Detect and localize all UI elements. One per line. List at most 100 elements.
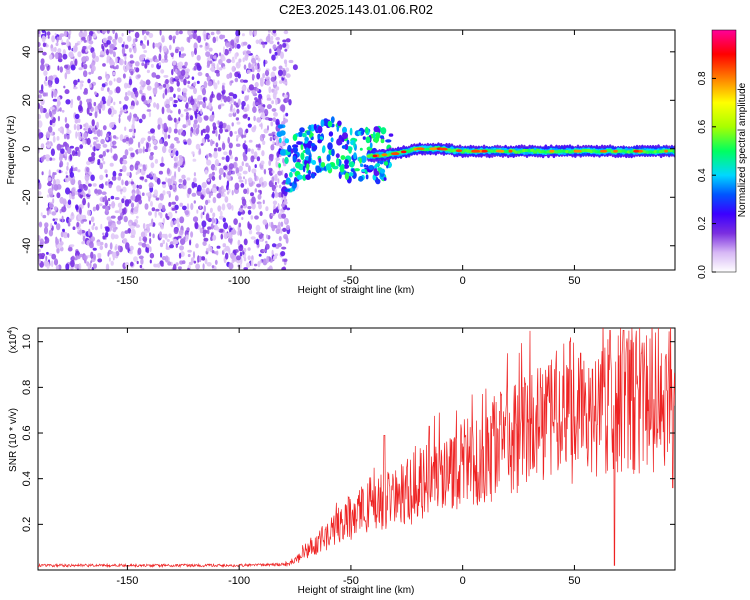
spectrogram-noise-cell: [93, 254, 96, 260]
spectrogram-noise-cell: [151, 218, 154, 225]
spectrogram-noise-cell: [128, 78, 133, 86]
spectrogram-noise-cell: [209, 207, 213, 213]
spectrogram-noise-cell: [257, 104, 262, 109]
snr-x-ticks: -150 -100 -50 0 50: [116, 328, 581, 587]
spectrogram-noise-cell: [109, 64, 115, 69]
spectrogram-noise-cell: [234, 131, 238, 135]
spectrogram-noise-cell: [56, 223, 61, 231]
spectrogram-noise-cell: [260, 41, 265, 45]
spectrogram-noise-cell: [101, 103, 106, 111]
spectrogram-noise-cell: [89, 64, 92, 69]
spectrogram-noise-cell: [223, 172, 226, 178]
spectrogram-noise-cell: [77, 51, 82, 58]
spectrogram-noise-cell: [258, 253, 262, 257]
spectrogram-noise-cell: [60, 231, 64, 238]
spectrogram-noise-cell: [282, 69, 287, 76]
spectrogram-noise-cell: [146, 62, 150, 66]
spectrogram-noise-cell: [138, 184, 143, 190]
spectrogram-noise-cell: [187, 30, 192, 36]
spectrogram-noise-cell: [102, 45, 105, 52]
spectrogram-noise-cell: [218, 58, 223, 65]
spectrogram-noise-cell: [122, 104, 128, 111]
spectrogram-noise-cell: [134, 90, 139, 98]
spectrogram-noise-cell: [275, 86, 280, 91]
spectrogram-noise-cell: [81, 56, 87, 62]
spectrogram-noise-cell: [158, 53, 162, 61]
spectrogram-noise-cell: [108, 183, 112, 189]
spectrogram-noise-cell: [197, 35, 202, 43]
spectrogram-noise-cell: [272, 140, 275, 144]
snr-panel: -150 -100 -50 0 50 0.2 0.4 0.6 0.8 1.0 Height of…: [7, 327, 676, 596]
spectrogram-noise-cell: [118, 116, 121, 124]
spectrogram-noise-cell: [191, 51, 195, 58]
spectrogram-noise-cell: [141, 62, 145, 67]
spectrogram-noise-cell: [144, 148, 149, 153]
spectrogram-noise-cell: [74, 44, 78, 53]
spectrogram-noise-cell: [201, 256, 206, 261]
spectrogram-noise-cell: [90, 260, 93, 264]
spectrogram-noise-cell: [88, 40, 94, 45]
spectrogram-noise-cell: [90, 61, 95, 67]
spectrogram-noise-cell: [61, 109, 65, 113]
spectrogram-noise-cell: [261, 182, 264, 186]
spectrogram-signal-cell: [346, 139, 350, 145]
spectrogram-noise-cell: [257, 147, 261, 151]
spectrogram-noise-cell: [132, 38, 136, 45]
spectrogram-noise-cell: [136, 260, 139, 265]
spectrogram-noise-cell: [76, 125, 80, 131]
spectrogram-noise-cell: [168, 201, 172, 207]
spectrogram-noise-cell: [99, 245, 104, 251]
spectrogram-noise-cell: [148, 111, 152, 118]
spectrogram-noise-cell: [210, 223, 214, 230]
spectrogram-noise-cell: [49, 110, 52, 118]
colorbar-tick-label: 0.0: [697, 265, 708, 279]
spectrogram-noise-cell: [250, 215, 254, 220]
spectrogram-noise-cell: [197, 94, 203, 101]
spectrogram-signal-cell: [307, 143, 312, 149]
spectrogram-noise-cell: [56, 192, 61, 199]
spectrogram-noise-cell: [242, 57, 245, 63]
spectrogram-noise-cell: [77, 188, 82, 193]
spectrogram-noise-cell: [249, 30, 253, 36]
spectrogram-noise-cell: [140, 267, 145, 270]
spectrogram-noise-cell: [134, 31, 140, 39]
spectrogram-noise-cell: [142, 223, 146, 230]
spectrogram-noise-cell: [262, 112, 266, 121]
spectrogram-noise-cell: [62, 198, 67, 206]
spectrogram-noise-cell: [95, 204, 100, 211]
spectrogram-noise-cell: [97, 76, 103, 80]
spectrogram-noise-cell: [110, 113, 114, 117]
spectrogram-noise-cell: [195, 263, 201, 270]
spectrogram-noise-cell: [94, 226, 98, 231]
spectrogram-noise-cell: [155, 197, 160, 201]
spectrogram-noise-cell: [211, 250, 215, 254]
spectrogram-noise-cell: [128, 147, 134, 152]
spectrogram-noise-cell: [187, 84, 190, 88]
spectrogram-noise-cell: [202, 128, 206, 133]
spectrogram-noise-cell: [205, 42, 208, 46]
spectrogram-noise-cell: [119, 169, 123, 172]
spectrogram-noise-cell: [126, 35, 132, 42]
spectrogram-noise-cell: [57, 100, 61, 107]
spectrogram-noise-cell: [238, 179, 244, 183]
spectrogram-noise-cell: [193, 33, 196, 40]
spectrogram-noise-cell: [280, 251, 286, 257]
spectrogram-noise-cell: [195, 243, 199, 249]
spectrogram-noise-cell: [124, 69, 128, 73]
spectrogram-signal-cell: [368, 165, 374, 170]
spectrogram-noise-cell: [105, 205, 109, 213]
spectrogram-noise-cell: [98, 184, 104, 189]
spectrogram-noise-cell: [235, 117, 240, 121]
spectrogram-noise-cell: [46, 131, 50, 139]
spectrogram-noise-cell: [226, 232, 232, 237]
spectrogram-noise-cell: [272, 191, 275, 199]
spectrogram-noise-cell: [198, 101, 203, 105]
spectrogram-noise-cell: [228, 142, 233, 149]
spectrogram-noise-cell: [66, 134, 70, 140]
spectrogram-signal-cell: [380, 138, 385, 144]
spectrogram-noise-cell: [173, 162, 178, 167]
spectrogram-x-label: Height of straight line (km): [298, 285, 415, 296]
spectrogram-noise-cell: [271, 54, 276, 61]
spectrogram-noise-cell: [274, 51, 278, 56]
spectrogram-noise-cell: [137, 74, 141, 78]
